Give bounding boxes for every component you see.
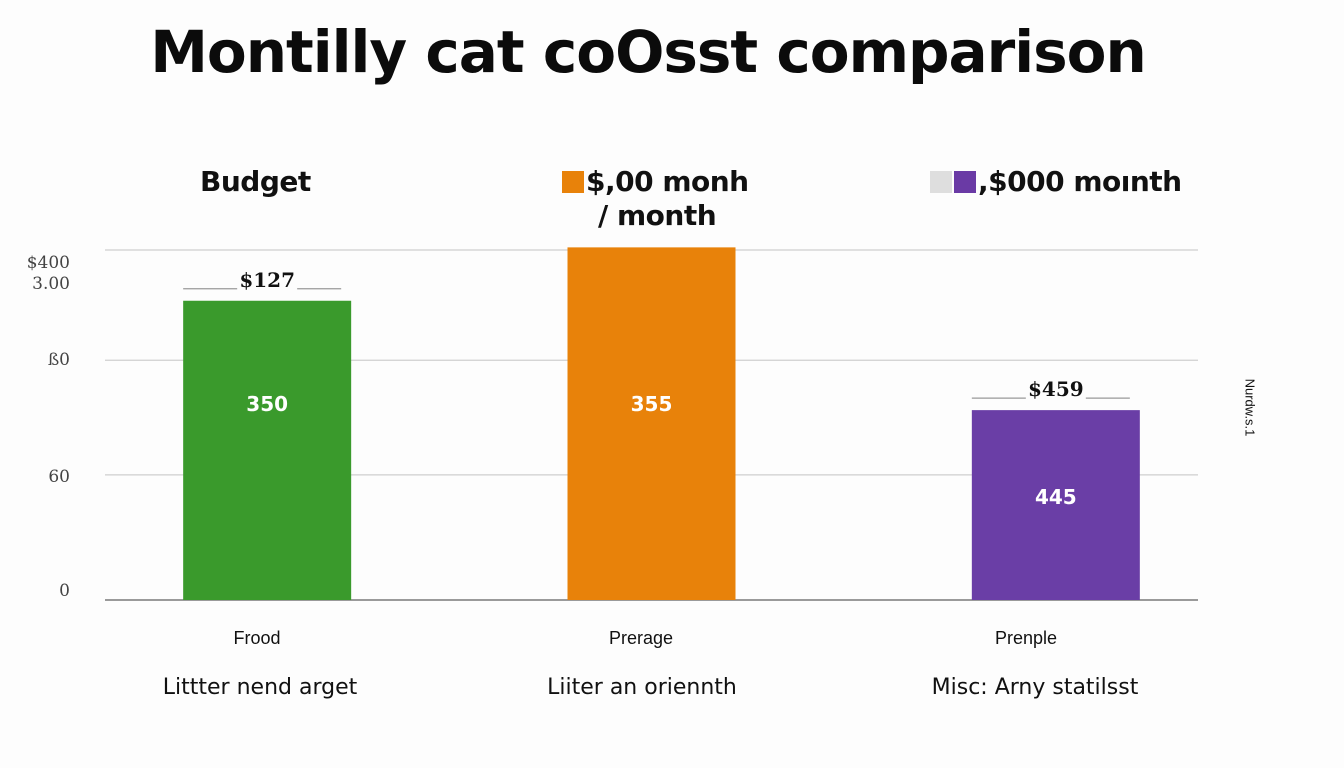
x-category-sublabel: Littter nend arget xyxy=(162,675,358,700)
legend-item-total: ,$000 moınth xyxy=(930,165,1182,198)
legend-swatch-orange xyxy=(562,171,584,193)
bar-top-label: $459 xyxy=(1028,377,1084,401)
bar-prerage xyxy=(567,247,736,600)
bar-prenple xyxy=(971,410,1140,600)
bar-inner-label: 350 xyxy=(246,392,288,416)
legend-swatch-gray xyxy=(930,171,952,193)
y-tick-label: ß0 xyxy=(47,350,70,370)
legend-budget-label: Budget xyxy=(200,165,311,198)
bar-inner-label: 445 xyxy=(1035,485,1077,509)
legend-label-month: / month xyxy=(598,199,717,232)
legend-label-monthly: $,00 monh xyxy=(586,165,749,198)
y-tick-label: 0 xyxy=(59,581,70,601)
chart-title: Montilly cat coOsst comparison xyxy=(150,18,1147,86)
legend-item-monthly: $,00 monh xyxy=(562,165,749,198)
x-category-label: Prenple xyxy=(994,628,1058,648)
x-category-sublabel: Misc: Arny statilsst xyxy=(931,675,1139,700)
x-category-label: Frood xyxy=(233,628,281,648)
y-tick-label: 3.00 xyxy=(32,274,70,294)
bar-top-label: $127 xyxy=(239,268,295,292)
x-category-label: Prerage xyxy=(608,628,674,648)
bar-inner-label: 355 xyxy=(631,392,673,416)
legend-swatch-purple xyxy=(954,171,976,193)
y-tick-label: 60 xyxy=(48,467,70,487)
bar-frood xyxy=(183,300,352,600)
y-tick-label: $400 xyxy=(26,253,70,273)
x-category-sublabel: Liiter an oriennth xyxy=(547,675,737,700)
legend-label-total: ,$000 moınth xyxy=(978,165,1182,198)
side-axis-label: Nurdw.s.1 xyxy=(1242,378,1258,437)
